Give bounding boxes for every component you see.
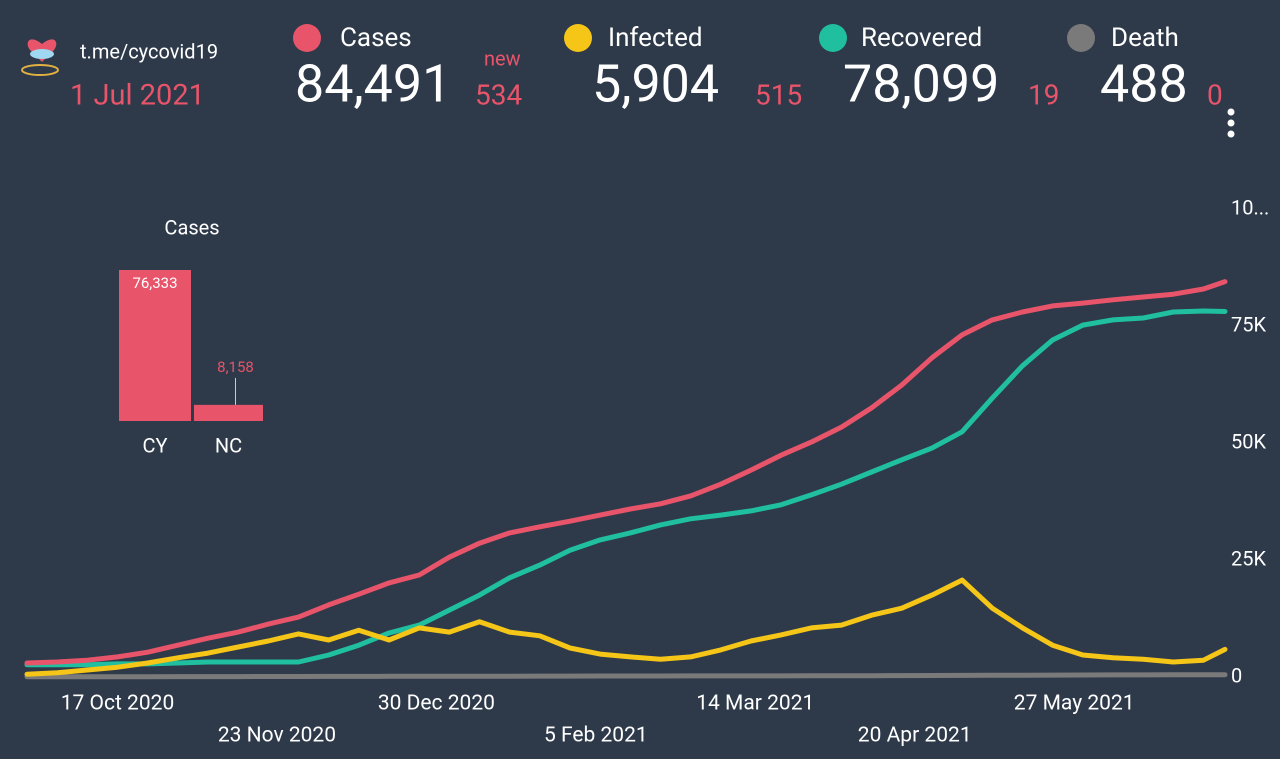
bar (194, 404, 263, 421)
bar-title: Cases (164, 215, 219, 239)
stat-new: 515 (755, 78, 802, 111)
series-line (24, 672, 1228, 680)
series-line (24, 577, 1228, 677)
menu-dot (1227, 108, 1235, 116)
menu-dot (1227, 119, 1235, 127)
date: 1 Jul 2021 (70, 79, 205, 113)
y-tick-label: 10... (1231, 195, 1269, 219)
x-tick-label: 5 Feb 2021 (544, 724, 648, 748)
x-tick-label: 20 Apr 2021 (858, 724, 972, 748)
legend-label: Infected (608, 23, 703, 53)
legend-dot (819, 24, 847, 52)
x-tick-label: 23 Nov 2020 (218, 724, 336, 748)
value-label: 8,158 (217, 358, 254, 376)
y-tick-label: 25K (1231, 546, 1266, 570)
logo-band (30, 49, 54, 59)
x-tick-label: 30 Dec 2020 (378, 692, 495, 716)
legend-label: Cases (340, 23, 412, 53)
value-label: 76,333 (132, 274, 177, 292)
series-line (24, 308, 1228, 668)
stat-total: 488 (1100, 54, 1188, 115)
y-tick-label: 50K (1231, 429, 1266, 453)
legend-label: Recovered (861, 23, 982, 53)
series-line (24, 279, 1228, 666)
stat-new: 534 (475, 78, 522, 111)
logo-script (21, 64, 59, 76)
legend-dot (293, 24, 321, 52)
x-tick-label: 27 May 2021 (1014, 692, 1135, 716)
menu-dot (1227, 130, 1235, 138)
logo (21, 39, 59, 76)
stat-total: 84,491 (295, 54, 451, 115)
new-label: new (484, 46, 521, 70)
x-tick-label: NC (215, 433, 242, 457)
y-tick-label: 0 (1231, 663, 1242, 687)
x-tick-label: 14 Mar 2021 (696, 692, 814, 716)
stat-new: 0 (1207, 78, 1223, 111)
legend-dot (564, 24, 592, 52)
stat-new: 19 (1028, 78, 1059, 111)
x-tick-label: 17 Oct 2020 (61, 692, 175, 716)
y-tick-label: 75K (1231, 312, 1266, 336)
menu-button[interactable] (1227, 108, 1235, 138)
x-tick-label: CY (142, 433, 167, 457)
legend-dot (1067, 24, 1095, 52)
stat-total: 5,904 (592, 54, 719, 115)
legend-label: Death (1111, 23, 1179, 53)
stat-total: 78,099 (843, 54, 999, 115)
bar (119, 270, 191, 421)
source-link[interactable]: t.me/cycovid19 (80, 39, 218, 63)
